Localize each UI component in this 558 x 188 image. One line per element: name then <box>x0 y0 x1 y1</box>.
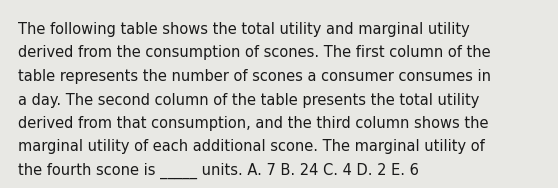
Text: table represents the number of scones a consumer consumes in: table represents the number of scones a … <box>18 69 491 84</box>
Text: the fourth scone is _____ units. A. 7 B. 24 C. 4 D. 2 E. 6: the fourth scone is _____ units. A. 7 B.… <box>18 163 419 179</box>
Text: The following table shows the total utility and marginal utility: The following table shows the total util… <box>18 22 470 37</box>
Text: derived from that consumption, and the third column shows the: derived from that consumption, and the t… <box>18 116 488 131</box>
Text: derived from the consumption of scones. The first column of the: derived from the consumption of scones. … <box>18 45 490 61</box>
Text: marginal utility of each additional scone. The marginal utility of: marginal utility of each additional scon… <box>18 139 485 155</box>
Text: a day. The second column of the table presents the total utility: a day. The second column of the table pr… <box>18 92 479 108</box>
